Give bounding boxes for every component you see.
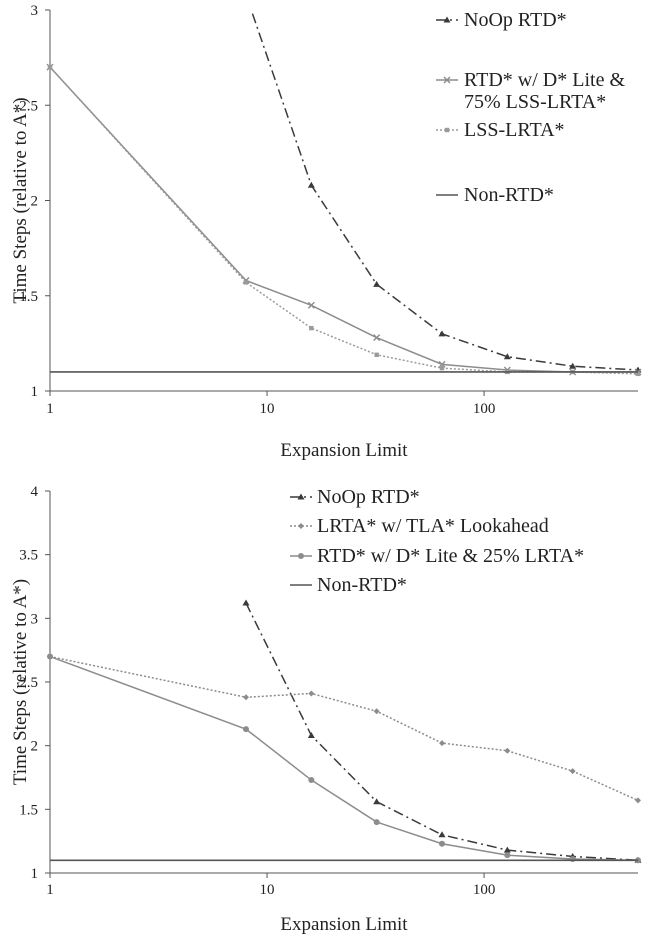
data-point-b bbox=[373, 334, 381, 342]
data-point bbox=[438, 330, 446, 337]
plot-area bbox=[46, 10, 642, 377]
data-point bbox=[242, 599, 250, 606]
x-tick-label: 1 bbox=[46, 882, 54, 898]
legend-marker bbox=[298, 553, 304, 559]
y-axis-label: Time Steps (relative to A*) bbox=[10, 97, 31, 303]
data-point bbox=[47, 653, 53, 660]
x-tick-label: 10 bbox=[260, 401, 275, 417]
data-point bbox=[243, 280, 249, 285]
data-point bbox=[569, 855, 576, 862]
data-point bbox=[438, 831, 446, 838]
data-point bbox=[504, 747, 511, 754]
data-point bbox=[307, 301, 315, 309]
series-line bbox=[49, 655, 639, 862]
legend-label: LSS-LRTA* bbox=[464, 119, 565, 141]
data-point bbox=[307, 731, 315, 738]
legend-marker bbox=[443, 16, 451, 23]
data-point bbox=[308, 777, 315, 784]
legend-label: Non-RTD* bbox=[464, 184, 554, 206]
y-axis-label: Time Steps (relative to A*) bbox=[10, 579, 31, 785]
legend-label: NoOp RTD* bbox=[464, 9, 567, 31]
series-line bbox=[245, 602, 639, 862]
legend: NoOp RTD* LRTA* w/ TLA* Lookahead RTD* w/ … bbox=[290, 486, 584, 596]
data-point bbox=[374, 352, 379, 358]
x-tick-label: 10 bbox=[260, 882, 275, 898]
data-point bbox=[308, 690, 315, 697]
y-tick-label: 2 bbox=[31, 739, 39, 755]
legend-label: RTD* w/ D* Lite & bbox=[464, 69, 625, 91]
x-tick-label: 1 bbox=[46, 401, 54, 417]
x-tick-label: 100 bbox=[473, 882, 496, 898]
data-point bbox=[503, 846, 511, 853]
y-tick-label: 3.5 bbox=[19, 548, 38, 564]
y-tick-label: 1.5 bbox=[19, 802, 38, 818]
y-tick-label: 2 bbox=[31, 194, 39, 210]
data-point bbox=[635, 797, 641, 804]
x-tick-label: 100 bbox=[473, 401, 496, 417]
data-point-b bbox=[307, 301, 315, 309]
data-point bbox=[47, 64, 53, 70]
legend-label: RTD* w/ D* Lite & 25% LRTA* bbox=[317, 545, 584, 567]
data-point bbox=[373, 798, 381, 805]
legend-label: LRTA* w/ TLA* Lookahead bbox=[317, 515, 549, 537]
series-line bbox=[250, 10, 639, 371]
legend-marker bbox=[444, 127, 450, 133]
data-point bbox=[569, 768, 576, 775]
data-point bbox=[504, 852, 511, 859]
series-line bbox=[49, 66, 639, 375]
y-tick-label: 3 bbox=[31, 3, 39, 19]
legend: NoOp RTD* RTD* w/ D* Lite &75% LSS-LRTA* L… bbox=[436, 9, 625, 206]
x-axis-label: Expansion Limit bbox=[280, 440, 408, 461]
data-point bbox=[373, 334, 381, 342]
y-tick-label: 2.5 bbox=[19, 675, 38, 691]
legend-label: NoOp RTD* bbox=[317, 486, 420, 508]
plot-area bbox=[47, 599, 642, 864]
x-axis-label: Expansion Limit bbox=[280, 914, 408, 935]
data-point bbox=[439, 740, 445, 747]
legend-marker bbox=[297, 493, 305, 500]
data-point bbox=[373, 819, 380, 826]
data-point bbox=[569, 362, 577, 369]
data-point bbox=[309, 325, 314, 331]
chart-top: 1 1.5 2 2.5 3 1 10 100 Expansion Limit Time Steps… bbox=[10, 3, 642, 461]
y-tick-label: 3 bbox=[31, 611, 39, 627]
data-point bbox=[243, 726, 249, 733]
y-tick-label: 1 bbox=[31, 384, 39, 400]
legend-marker bbox=[443, 76, 451, 84]
data-point bbox=[439, 840, 445, 847]
data-point bbox=[439, 365, 445, 371]
data-point bbox=[503, 353, 511, 360]
y-tick-label: 1.5 bbox=[19, 289, 38, 305]
data-point bbox=[635, 371, 641, 377]
data-point bbox=[373, 708, 380, 715]
legend-label: Non-RTD* bbox=[317, 574, 407, 596]
legend-marker-b bbox=[443, 76, 451, 84]
data-point bbox=[307, 181, 315, 188]
y-tick-label: 1 bbox=[31, 866, 39, 882]
data-point bbox=[373, 280, 381, 287]
data-point bbox=[243, 694, 249, 701]
legend-label: 75% LSS-LRTA* bbox=[464, 91, 606, 113]
legend-marker bbox=[298, 523, 304, 529]
series-line bbox=[49, 655, 639, 802]
y-tick-label: 4 bbox=[31, 484, 39, 500]
y-tick-label: 2.5 bbox=[19, 98, 38, 114]
chart-bottom: 1 1.5 2 2.5 3 3.5 4 1 10 100 Expansion Limit Time S… bbox=[10, 484, 642, 935]
